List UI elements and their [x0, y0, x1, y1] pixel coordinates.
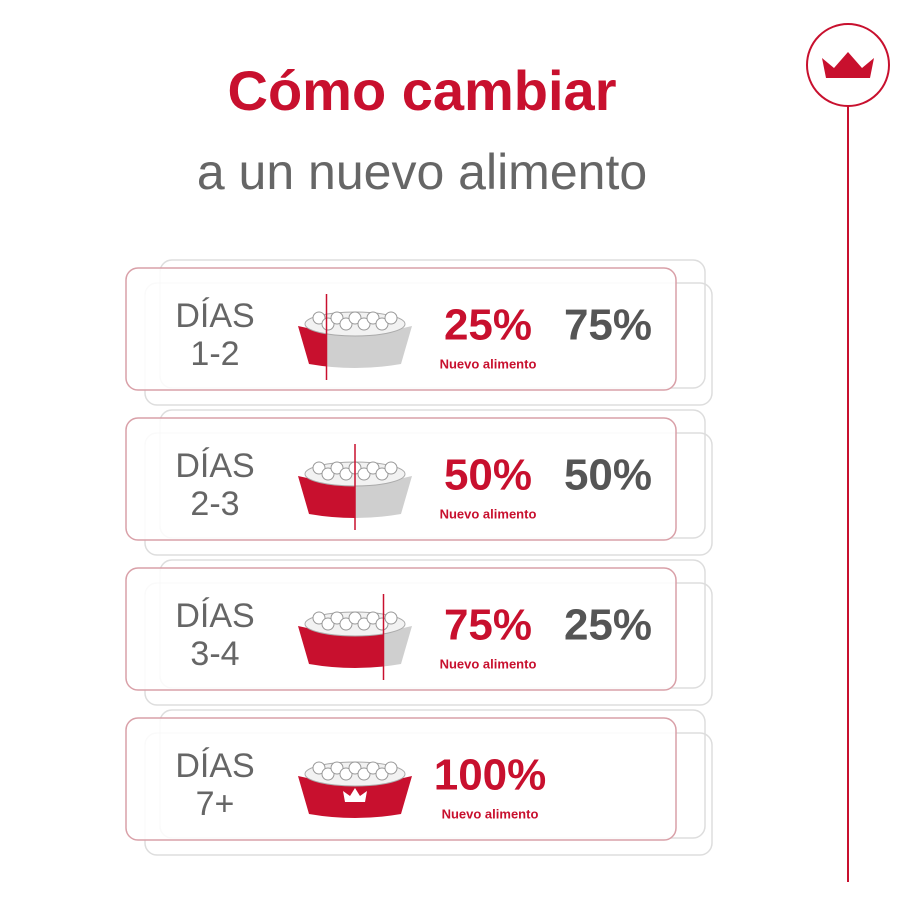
old-percent: 50%	[564, 451, 652, 500]
kibble-piece	[366, 461, 380, 475]
kibble-piece	[375, 467, 389, 481]
title: Cómo cambiar	[228, 59, 617, 122]
kibble-piece	[312, 461, 326, 475]
kibble-piece	[312, 311, 326, 325]
subtitle: a un nuevo alimento	[197, 144, 647, 200]
kibble-piece	[330, 311, 344, 325]
new-caption: Nuevo alimento	[440, 356, 537, 371]
kibble-piece	[312, 611, 326, 625]
kibble-piece	[330, 461, 344, 475]
days-label: DÍAS	[175, 747, 254, 785]
days-label: DÍAS	[175, 447, 254, 485]
bowl	[298, 761, 412, 818]
kibble-piece	[384, 461, 398, 475]
new-percent: 25%	[444, 301, 532, 350]
bowl	[298, 444, 412, 530]
days-range: 7+	[196, 785, 235, 823]
kibble-piece	[384, 761, 398, 775]
kibble-piece	[339, 767, 353, 781]
kibble-piece	[375, 317, 389, 331]
kibble-piece	[321, 317, 335, 331]
new-percent: 100%	[434, 751, 547, 800]
bowl	[298, 594, 412, 680]
kibble-piece	[321, 467, 335, 481]
kibble-piece	[348, 611, 362, 625]
kibble-piece	[357, 617, 371, 631]
kibble-piece	[375, 767, 389, 781]
logo-crown	[822, 52, 874, 78]
days-label: DÍAS	[175, 297, 254, 335]
days-label: DÍAS	[175, 597, 254, 635]
kibble-piece	[366, 311, 380, 325]
old-percent: 75%	[564, 301, 652, 350]
new-caption: Nuevo alimento	[440, 506, 537, 521]
days-range: 1-2	[190, 335, 239, 373]
kibble-piece	[339, 317, 353, 331]
kibble-piece	[330, 611, 344, 625]
kibble-piece	[366, 611, 380, 625]
new-caption: Nuevo alimento	[440, 656, 537, 671]
days-range: 3-4	[190, 635, 239, 673]
kibble-piece	[348, 311, 362, 325]
new-percent: 75%	[444, 601, 532, 650]
kibble-piece	[384, 311, 398, 325]
kibble-piece	[357, 317, 371, 331]
kibble-piece	[339, 467, 353, 481]
kibble-piece	[357, 767, 371, 781]
kibble-piece	[321, 767, 335, 781]
old-percent: 25%	[564, 601, 652, 650]
kibble-piece	[366, 761, 380, 775]
new-percent: 50%	[444, 451, 532, 500]
kibble-piece	[330, 761, 344, 775]
kibble-piece	[339, 617, 353, 631]
kibble-piece	[384, 611, 398, 625]
days-range: 2-3	[190, 485, 239, 523]
kibble-piece	[321, 617, 335, 631]
new-caption: Nuevo alimento	[442, 806, 539, 821]
kibble-piece	[375, 617, 389, 631]
kibble-piece	[348, 761, 362, 775]
kibble-piece	[357, 467, 371, 481]
bowl-crown	[343, 788, 367, 802]
kibble-piece	[312, 761, 326, 775]
